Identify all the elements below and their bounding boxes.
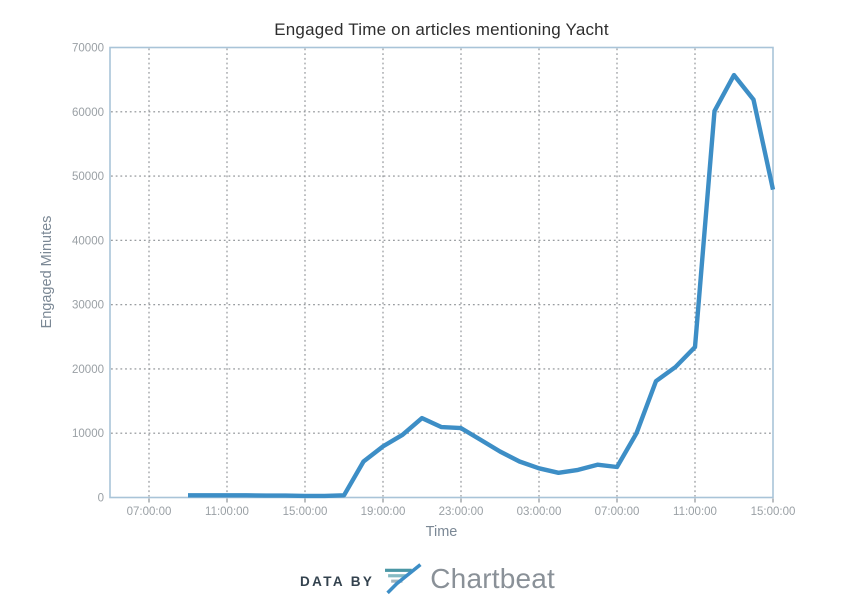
y-tick-label: 70000 xyxy=(72,43,104,55)
series-line xyxy=(188,72,776,499)
x-tick-label: 07:00:00 xyxy=(127,506,172,518)
plot-border xyxy=(109,46,774,499)
x-tick-label: 03:00:00 xyxy=(517,506,562,518)
y-tick-label: 40000 xyxy=(72,235,104,247)
x-tick-label: 11:00:00 xyxy=(205,506,249,518)
x-tick-label: 07:00:00 xyxy=(595,506,640,518)
chartbeat-wordmark: Chartbeat xyxy=(430,563,556,594)
logo-stripe-top xyxy=(385,568,412,572)
data-by-label: DATA BY xyxy=(299,573,375,589)
y-tick-label: 50000 xyxy=(72,171,104,183)
x-tick-label: 19:00:00 xyxy=(361,506,406,518)
chart-title: Engaged Time on articles mentioning Yach… xyxy=(274,20,609,39)
chartbeat-attribution: DATA BY Chartbeat xyxy=(0,556,841,602)
x-tick-label: 15:00:00 xyxy=(283,506,328,518)
chartbeat-paper-plane-icon xyxy=(385,562,422,594)
logo-plane-stroke xyxy=(386,562,422,594)
x-tick-label: 11:00:00 xyxy=(673,506,717,518)
logo-stripe-mid xyxy=(388,573,407,577)
y-tick-label: 0 xyxy=(98,493,104,505)
y-tick-label: 10000 xyxy=(72,428,104,440)
x-tick-label: 23:00:00 xyxy=(439,506,484,518)
y-tick-label: 30000 xyxy=(72,300,104,312)
y-tick-label: 60000 xyxy=(72,107,104,119)
line-chart-plot: 07:00:00 11:00:00 15:00:00 19:00:00 23:00:00… xyxy=(72,43,796,519)
logo-stripe-bottom xyxy=(391,579,403,583)
x-tick-label: 15:00:00 xyxy=(751,506,796,518)
y-tick-label: 20000 xyxy=(72,364,104,376)
x-axis-title: Time xyxy=(425,524,458,540)
